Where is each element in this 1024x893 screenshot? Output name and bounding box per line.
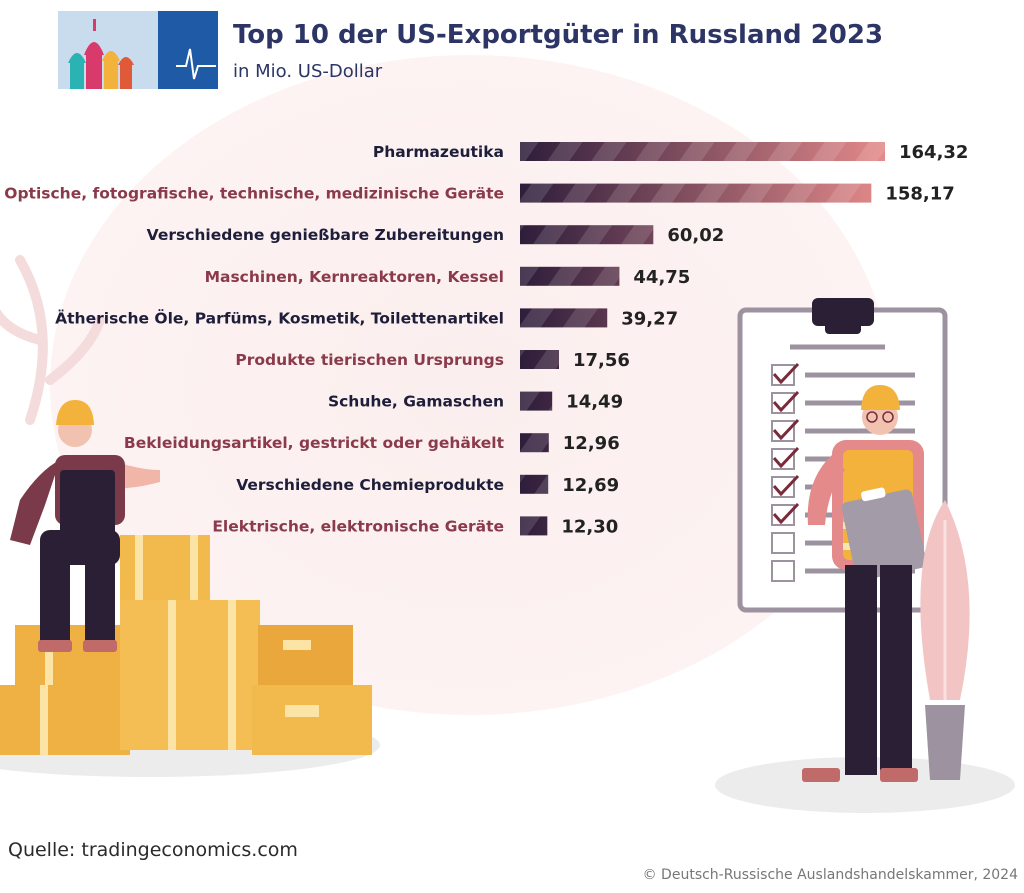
logo-kremlin-icon <box>58 11 218 89</box>
value-label: 39,27 <box>621 308 678 329</box>
plant-right-illustration <box>920 500 970 780</box>
bar-stripes <box>520 391 553 411</box>
category-label: Elektrische, elektronische Geräte <box>212 517 504 535</box>
source-note: Quelle: tradingeconomics.com <box>8 839 298 861</box>
value-label: 60,02 <box>667 225 724 246</box>
copyright-note: © Deutsch-Russische Auslandshandelskamme… <box>642 867 1018 883</box>
value-label: 164,32 <box>899 142 968 163</box>
value-label: 158,17 <box>885 184 954 205</box>
bar-stripes <box>520 308 608 328</box>
bar-stripes <box>520 474 549 494</box>
worker-right-illustration <box>802 385 927 782</box>
category-label: Maschinen, Kernreaktoren, Kessel <box>205 268 504 286</box>
bar-stripes <box>520 433 549 453</box>
bar-stripes <box>520 516 548 536</box>
chart-title: Top 10 der US-Exportgüter in Russland 20… <box>233 20 884 50</box>
value-label: 44,75 <box>633 267 690 288</box>
bar-stripes <box>520 225 654 245</box>
worker-left-illustration <box>10 400 160 652</box>
category-label: Schuhe, Gamaschen <box>328 393 504 411</box>
background-blob <box>50 55 890 715</box>
bar-stripes <box>520 350 560 369</box>
value-label: 14,49 <box>566 392 623 413</box>
category-label: Pharmazeutika <box>373 143 504 161</box>
value-label: 12,96 <box>563 433 620 454</box>
bar-stripes <box>520 266 620 286</box>
leaf-decoration-left <box>0 255 105 425</box>
bar-stripes <box>520 142 885 161</box>
value-label: 12,30 <box>561 516 618 537</box>
category-label: Bekleidungsartikel, gestrickt oder gehäk… <box>124 434 505 452</box>
value-label: 12,69 <box>562 475 619 496</box>
category-label: Optische, fotografische, technische, med… <box>4 185 504 203</box>
chart-subtitle: in Mio. US-Dollar <box>233 61 383 82</box>
value-label: 17,56 <box>573 350 630 371</box>
category-label: Ätherische Öle, Parfüms, Kosmetik, Toile… <box>55 308 504 327</box>
bar-stripes <box>520 183 872 203</box>
category-label: Produkte tierischen Ursprungs <box>235 351 504 369</box>
category-label: Verschiedene Chemieprodukte <box>236 476 504 494</box>
category-label: Verschiedene genießbare Zubereitungen <box>147 226 504 244</box>
